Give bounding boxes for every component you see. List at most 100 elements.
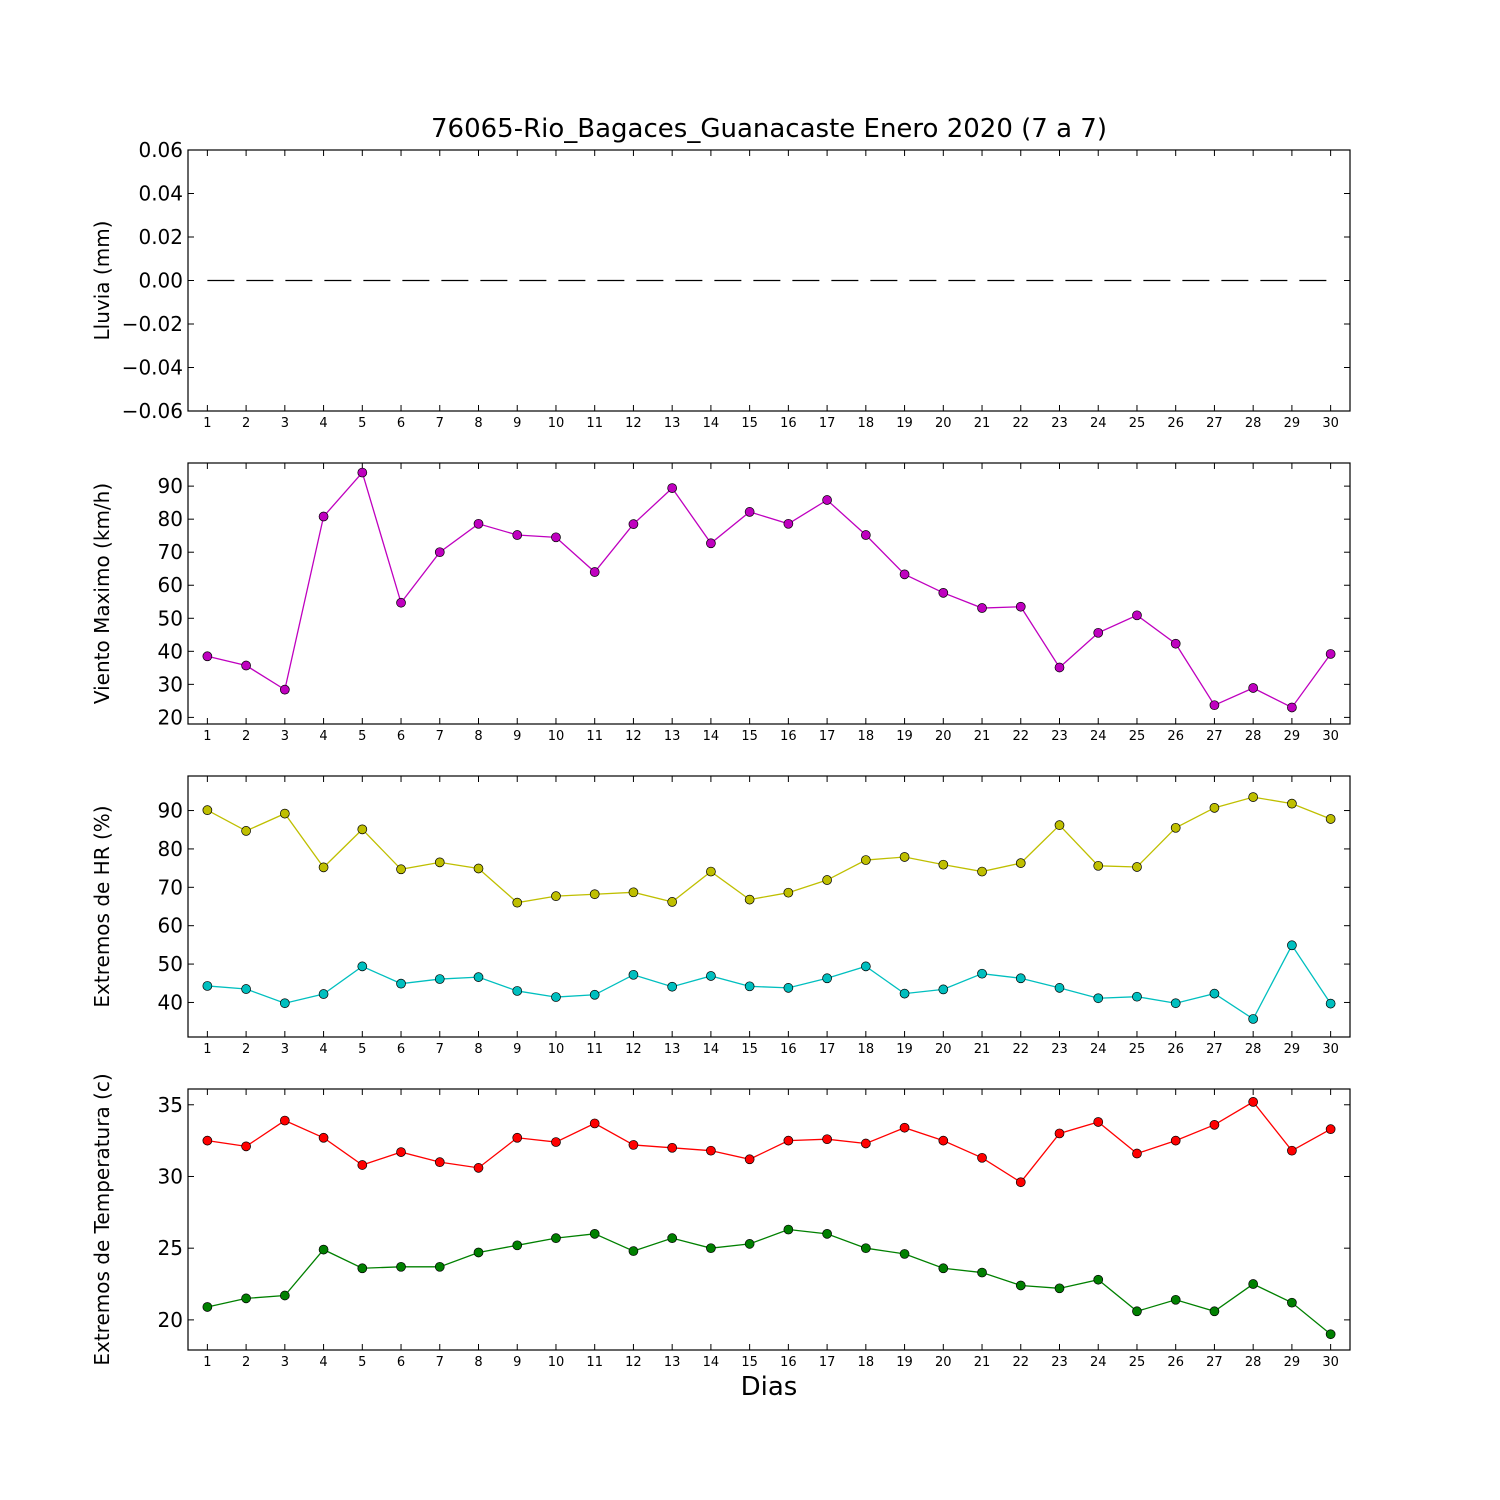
data-point	[822, 875, 832, 885]
x-tick-label: 6	[397, 1042, 405, 1057]
data-point	[1132, 991, 1142, 1002]
x-tick-label: 23	[1051, 1042, 1068, 1057]
data-point	[473, 1247, 484, 1258]
x-tick-label: 22	[1012, 416, 1029, 431]
data-point	[822, 1134, 832, 1145]
x-tick-label: 25	[1129, 729, 1146, 744]
data-point	[1287, 798, 1297, 809]
x-tick-label: 22	[1012, 729, 1029, 744]
x-tick-label: 24	[1090, 1042, 1107, 1057]
x-tick-label: 21	[974, 416, 991, 431]
x-tick-label: 28	[1245, 1042, 1262, 1057]
x-tick-label: 19	[896, 416, 913, 431]
x-tick-label: 30	[1322, 729, 1339, 744]
x-tick-label: 5	[358, 729, 366, 744]
y-tick-label: 0.06	[138, 138, 183, 162]
data-point	[1093, 993, 1104, 1004]
x-tick-label: 2	[242, 729, 250, 744]
y-tick-label: −0.04	[122, 356, 183, 380]
x-tick-label: 2	[242, 1042, 250, 1057]
x-tick-label: 10	[548, 1042, 565, 1057]
data-point	[279, 684, 290, 695]
data-point	[357, 961, 368, 972]
x-tick-label: 11	[586, 1355, 603, 1370]
data-point	[1054, 662, 1065, 673]
x-tick-label: 28	[1245, 729, 1262, 744]
data-point	[628, 887, 639, 898]
data-point	[396, 864, 406, 875]
x-tick-label: 21	[974, 1042, 991, 1057]
x-tick-label: 15	[741, 1042, 758, 1057]
data-point	[667, 897, 678, 907]
data-point	[977, 968, 987, 979]
x-tick-label: 9	[513, 1042, 521, 1057]
subplot-1: 0.060.040.020.00−0.02−0.04−0.061 2 3 4 5 6 7 8 9…	[90, 138, 1351, 431]
data-point	[1325, 649, 1336, 659]
x-tick-label: 30	[1322, 1042, 1339, 1057]
data-point	[1170, 1135, 1181, 1146]
x-tick-label: 11	[586, 416, 603, 431]
data-point	[1287, 940, 1297, 951]
x-tick-label: 16	[780, 1042, 797, 1057]
data-point	[822, 973, 832, 984]
x-tick-label: 25	[1129, 416, 1146, 431]
data-point	[396, 1147, 406, 1157]
data-point	[744, 507, 755, 517]
data-point	[860, 1243, 871, 1254]
x-tick-label: 6	[397, 729, 405, 744]
y-tick-label: 20	[158, 705, 183, 729]
data-point	[706, 971, 716, 981]
data-point	[357, 824, 368, 835]
x-tick-label: 6	[397, 1355, 405, 1370]
data-point	[744, 1154, 755, 1165]
data-point	[977, 866, 987, 877]
x-tick-label: 17	[819, 1042, 836, 1057]
x-tick-label: 26	[1167, 416, 1184, 431]
data-point	[977, 603, 987, 613]
chart-title: 76065-Rio_Bagaces_Guanacaste Enero 2020 …	[431, 114, 1107, 144]
x-tick-label: 18	[858, 1355, 875, 1370]
y-axis-label: Lluvia (mm)	[90, 221, 114, 341]
y-tick-label: 50	[158, 606, 183, 630]
x-tick-label: 8	[474, 1355, 482, 1370]
series-line-1	[207, 796, 1331, 904]
x-tick-label: 9	[513, 416, 521, 431]
x-tick-label: 17	[819, 729, 836, 744]
data-point	[357, 1160, 368, 1170]
data-point	[357, 1263, 368, 1274]
y-tick-label: 60	[158, 914, 183, 938]
data-point	[706, 538, 716, 549]
data-point	[589, 1118, 600, 1129]
data-point	[783, 1135, 794, 1146]
data-point	[1054, 983, 1065, 993]
data-point	[1015, 973, 1026, 984]
data-point	[1287, 702, 1297, 713]
data-point	[899, 988, 910, 999]
y-tick-label: 30	[158, 1164, 183, 1188]
x-tick-label: 14	[703, 1042, 720, 1057]
data-point	[434, 1261, 445, 1272]
data-point	[667, 1233, 678, 1243]
x-tick-label: 12	[625, 1355, 642, 1370]
data-point	[744, 1239, 755, 1249]
y-tick-label: −0.06	[122, 399, 183, 423]
data-point	[899, 1122, 910, 1133]
y-axis-label: Extremos de HR (%)	[90, 805, 114, 1007]
data-point	[241, 660, 251, 671]
x-tick-label: 27	[1206, 1355, 1223, 1370]
data-point	[1248, 1014, 1259, 1024]
x-tick-label: 29	[1284, 1355, 1301, 1370]
data-point	[1015, 1280, 1026, 1291]
x-tick-label: 5	[358, 1355, 366, 1370]
x-tick-label: 27	[1206, 1042, 1223, 1057]
data-point	[860, 1138, 871, 1149]
y-axis-label: Viento Maximo (km/h)	[90, 483, 114, 704]
x-tick-label: 22	[1012, 1355, 1029, 1370]
data-point	[706, 1243, 716, 1254]
data-point	[860, 961, 871, 972]
data-point	[1170, 1294, 1181, 1305]
data-point	[1325, 1329, 1336, 1340]
x-tick-label: 3	[281, 729, 289, 744]
x-tick-label: 30	[1322, 416, 1339, 431]
